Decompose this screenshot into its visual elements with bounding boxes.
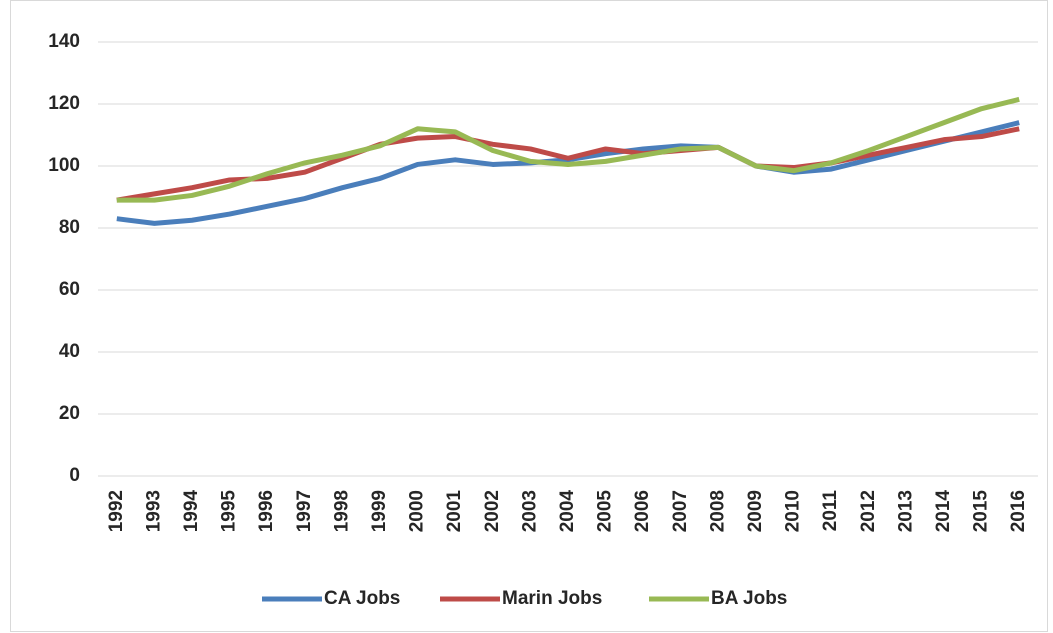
x-tick-label: 2009 (745, 490, 766, 532)
x-tick-label: 2010 (783, 490, 804, 532)
y-tick-label: 0 (69, 465, 80, 486)
line (116, 120, 1020, 226)
y-tick-label: 20 (59, 403, 80, 424)
x-tick-label: 2006 (632, 490, 653, 532)
x-tick-label: 1998 (331, 490, 352, 532)
chart-frame (10, 0, 1048, 632)
x-tick-label: 1994 (181, 490, 202, 533)
y-tick-label: 100 (48, 155, 80, 176)
x-tick-label: 2015 (971, 490, 992, 533)
y-tick-label: 120 (48, 93, 80, 114)
x-tick-label: 1993 (143, 490, 164, 532)
x-tick-label: 1999 (369, 490, 390, 532)
x-tick-label: 2008 (707, 490, 728, 532)
x-tick-label: 2007 (670, 490, 691, 532)
x-tick-label: 2014 (933, 490, 954, 533)
legend-label: BA Jobs (711, 588, 787, 609)
x-tick-label: 2013 (895, 490, 916, 532)
y-tick-label: 140 (48, 31, 80, 52)
x-tick-label: 1996 (256, 490, 277, 532)
x-tick-label: 2012 (858, 490, 879, 532)
line (116, 96, 1020, 203)
y-tick-label: 80 (59, 217, 80, 238)
line (116, 126, 1020, 203)
x-tick-label: 2005 (595, 490, 616, 533)
legend-label: CA Jobs (324, 588, 400, 609)
x-tick-label: 2003 (519, 490, 540, 532)
y-tick-label: 60 (59, 279, 80, 300)
x-tick-label: 1992 (106, 490, 127, 532)
legend-label: Marin Jobs (502, 588, 602, 609)
x-tick-label: 2001 (444, 490, 465, 533)
x-tick-label: 1997 (294, 490, 315, 532)
x-tick-label: 1995 (219, 490, 240, 533)
x-tick-label: 2011 (820, 490, 841, 532)
y-tick-label: 40 (59, 341, 80, 362)
x-tick-label: 2000 (407, 490, 428, 532)
x-tick-label: 2004 (557, 490, 578, 533)
x-tick-label: 2016 (1008, 490, 1029, 532)
x-tick-label: 2002 (482, 490, 503, 532)
